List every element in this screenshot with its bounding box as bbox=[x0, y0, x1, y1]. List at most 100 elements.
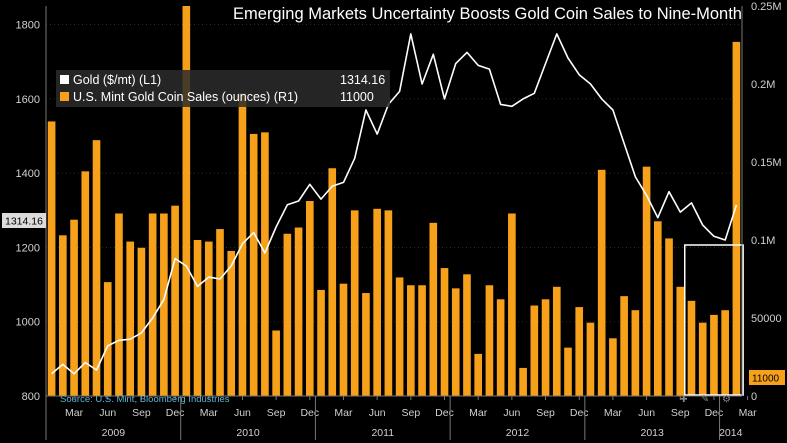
bar-2012-09 bbox=[541, 299, 550, 396]
bar-2013-09 bbox=[676, 286, 685, 396]
x-year-label-5: 2014 bbox=[719, 427, 743, 439]
bar-2009-06 bbox=[103, 282, 112, 396]
bar-2013-02 bbox=[597, 169, 606, 396]
x-month-label-10: Sep bbox=[401, 407, 420, 419]
bar-2010-09 bbox=[272, 330, 280, 396]
bar-2012-07 bbox=[519, 367, 527, 396]
settings-icon[interactable]: ⚙ bbox=[722, 394, 731, 405]
bar-2011-02 bbox=[328, 168, 337, 396]
bar-2010-05 bbox=[227, 250, 236, 396]
bar-2009-05 bbox=[92, 140, 101, 396]
bar-2013-06 bbox=[642, 166, 651, 396]
right-current-value-tag: 11000 bbox=[749, 370, 785, 385]
x-month-label-19: Dec bbox=[705, 407, 724, 419]
bar-2009-03 bbox=[70, 219, 78, 396]
left-current-value-box bbox=[2, 213, 46, 228]
x-month-label-17: Jun bbox=[638, 407, 655, 419]
bar-2013-01 bbox=[586, 322, 595, 396]
x-month-label-1: Jun bbox=[99, 407, 116, 419]
bar-2012-05 bbox=[496, 299, 505, 396]
x-month-label-3: Dec bbox=[166, 407, 185, 419]
x-month-label-7: Dec bbox=[300, 407, 319, 419]
left-tick-label-0: 800 bbox=[22, 391, 40, 403]
x-month-label-6: Sep bbox=[267, 407, 286, 419]
x-month-label-14: Sep bbox=[536, 407, 555, 419]
bar-2012-11 bbox=[564, 347, 572, 396]
bar-2012-03 bbox=[474, 353, 483, 396]
legend-value-gold: 1314.16 bbox=[340, 73, 385, 87]
axes: 800 1000 1200 1400 1600 1800 0 50000 0.1M 0.15M 0.… bbox=[16, 1, 782, 440]
bar-2011-05 bbox=[362, 293, 370, 396]
bar-2009-10 bbox=[148, 213, 157, 396]
left-current-value-tag: 1314.16 bbox=[2, 213, 46, 228]
legend: Gold ($/mt) (L1) 1314.16 U.S. Mint Gold … bbox=[56, 70, 390, 107]
bar-2013-11 bbox=[698, 322, 707, 396]
bar-2013-03 bbox=[609, 338, 617, 396]
bar-2014-02 bbox=[732, 41, 741, 396]
bar-2010-07 bbox=[249, 133, 258, 397]
bar-2011-09 bbox=[407, 285, 415, 396]
highlight-box-0 bbox=[683, 244, 744, 396]
left-tick-label-4: 1600 bbox=[16, 94, 40, 106]
bar-2010-12 bbox=[305, 201, 314, 396]
x-year-label-1: 2010 bbox=[236, 427, 260, 439]
bar-2013-10 bbox=[687, 300, 696, 396]
line-series bbox=[51, 33, 738, 375]
chart-toolbar-icons: ✚ ✎ ⚙ bbox=[680, 394, 731, 405]
legend-label-gold: Gold ($/mt) (L1) bbox=[73, 73, 161, 87]
x-month-label-9: Jun bbox=[369, 407, 386, 419]
x-month-label-18: Sep bbox=[671, 407, 690, 419]
bar-2011-06 bbox=[373, 208, 381, 396]
legend-background bbox=[56, 70, 390, 107]
bar-2009-08 bbox=[126, 241, 135, 396]
bar-series bbox=[47, 6, 741, 397]
left-tick-label-3: 1400 bbox=[16, 168, 40, 180]
x-month-label-5: Jun bbox=[234, 407, 251, 419]
x-year-label-2: 2011 bbox=[371, 427, 394, 439]
bar-2013-08 bbox=[665, 238, 673, 396]
x-month-label-16: Mar bbox=[604, 407, 623, 419]
bar-2011-03 bbox=[339, 283, 348, 396]
bar-2010-02 bbox=[193, 240, 202, 396]
highlight-box-group bbox=[683, 244, 744, 396]
bar-2010-04 bbox=[216, 229, 224, 396]
crosshair-icon[interactable]: ✚ bbox=[680, 394, 688, 404]
left-tick-label-5: 1800 bbox=[16, 20, 40, 32]
right-tick-label-1: 50000 bbox=[751, 313, 782, 325]
bar-2010-11 bbox=[294, 227, 303, 396]
x-month-label-2: Sep bbox=[132, 407, 151, 419]
x-month-label-0: Mar bbox=[65, 407, 84, 419]
legend-value-coin-sales: 11000 bbox=[340, 90, 374, 104]
bar-2010-10 bbox=[283, 233, 292, 396]
right-current-value-label: 11000 bbox=[752, 374, 780, 385]
pencil-icon[interactable]: ✎ bbox=[701, 394, 709, 405]
left-tick-label-2: 1200 bbox=[16, 242, 40, 254]
bar-2013-12 bbox=[710, 314, 718, 396]
bar-2013-04 bbox=[620, 296, 628, 396]
bar-2011-04 bbox=[350, 210, 359, 396]
bar-2012-10 bbox=[552, 286, 561, 396]
right-current-value-box bbox=[749, 370, 785, 385]
x-month-label-13: Jun bbox=[503, 407, 520, 419]
x-year-label-4: 2013 bbox=[641, 427, 665, 439]
left-tick-label-1: 1000 bbox=[16, 317, 40, 329]
x-month-label-12: Mar bbox=[469, 407, 488, 419]
bar-2011-11 bbox=[429, 222, 438, 396]
bar-2009-01 bbox=[47, 121, 56, 396]
x-month-label-20: Mar bbox=[739, 407, 758, 419]
bar-2011-07 bbox=[384, 210, 393, 396]
legend-label-coin-sales: U.S. Mint Gold Coin Sales (ounces) (R1) bbox=[73, 90, 298, 104]
chart-title: Emerging Markets Uncertainty Boosts Gold… bbox=[233, 5, 742, 23]
right-tick-label-2: 0.1M bbox=[751, 235, 775, 247]
right-tick-label-0: 0 bbox=[751, 391, 757, 403]
right-tick-label-5: 0.25M bbox=[751, 1, 782, 13]
bar-2012-08 bbox=[530, 305, 539, 396]
bar-2009-07 bbox=[115, 213, 123, 396]
x-year-label-3: 2012 bbox=[506, 427, 530, 439]
right-tick-label-3: 0.15M bbox=[751, 157, 782, 169]
bar-2013-05 bbox=[631, 310, 640, 396]
bar-2009-02 bbox=[59, 235, 67, 396]
gold-price-line bbox=[51, 33, 738, 375]
bar-2012-02 bbox=[463, 274, 471, 396]
